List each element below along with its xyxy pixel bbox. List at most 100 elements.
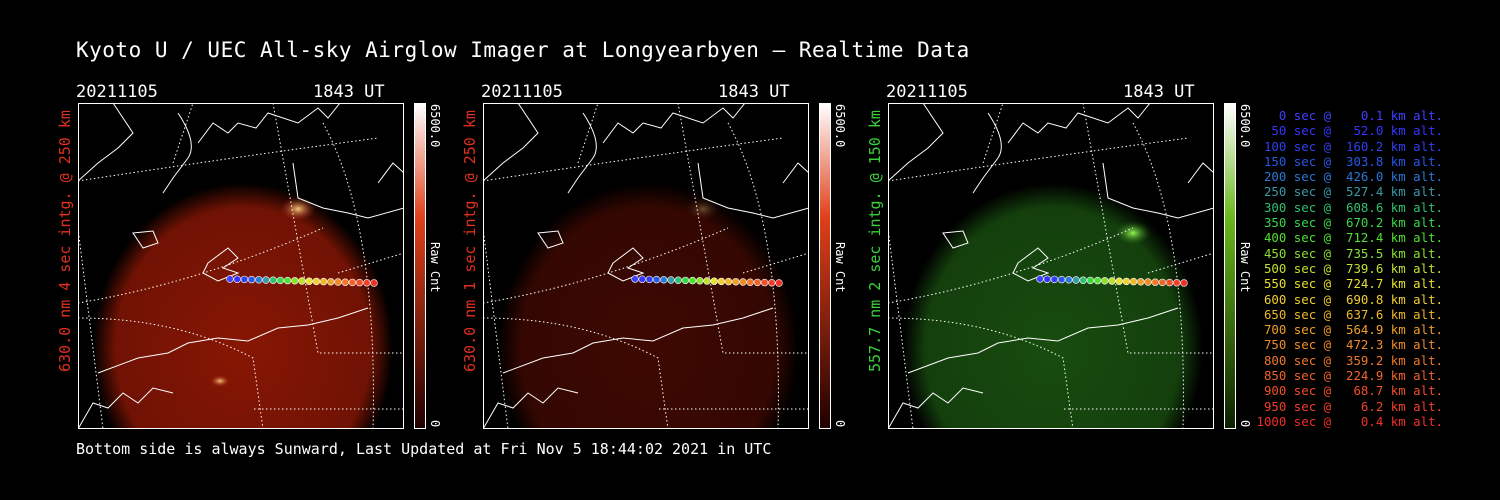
legend-entry: 400 sec @ 712.4 km alt. <box>1256 230 1443 246</box>
trajectory-point <box>631 275 639 283</box>
trajectory-point <box>652 275 661 284</box>
panel-date: 20211105 <box>886 82 968 102</box>
trajectory-point <box>1173 279 1181 287</box>
trajectory-point <box>1108 277 1116 285</box>
trajectory-point <box>645 275 654 284</box>
trajectory-point <box>1057 275 1066 284</box>
colorbar-unit-label: Raw Cnt <box>1238 242 1252 293</box>
legend-entry: 150 sec @ 303.8 km alt. <box>1256 153 1443 169</box>
trajectory-point <box>1101 277 1109 285</box>
legend-entry: 350 sec @ 670.2 km alt. <box>1256 215 1443 231</box>
panel-date: 20211105 <box>481 82 563 102</box>
legend-entry: 950 sec @ 6.2 km alt. <box>1256 398 1443 414</box>
trajectory-point <box>1072 276 1080 284</box>
trajectory-point <box>674 276 682 284</box>
trajectory-point <box>1137 278 1145 286</box>
trajectory-point <box>240 275 249 284</box>
trajectory-point <box>226 275 234 283</box>
colorbar-min-label: 0 <box>1238 420 1252 428</box>
trajectory-point <box>768 279 776 287</box>
legend-entry: 750 sec @ 472.3 km alt. <box>1256 337 1443 353</box>
legend-entry: 800 sec @ 359.2 km alt. <box>1256 352 1443 368</box>
colorbar-max-label: 6500.0 <box>833 104 847 148</box>
panel-side-label: 557.7 nm 2 sec intg. @ 150 km <box>866 110 884 372</box>
colorbar <box>1224 103 1236 429</box>
legend-entry: 900 sec @ 68.7 km alt. <box>1256 383 1443 399</box>
trajectory-point <box>638 275 646 283</box>
trajectory-point <box>746 278 754 286</box>
legend-entry: 650 sec @ 637.6 km alt. <box>1256 306 1443 322</box>
allsky-image <box>482 102 810 500</box>
trajectory-point <box>710 277 718 285</box>
trajectory-point <box>334 278 342 286</box>
trajectory-point <box>312 277 321 286</box>
trajectory-point <box>1093 276 1102 285</box>
legend-entry: 0 sec @ 0.1 km alt. <box>1256 108 1443 123</box>
trajectory-point <box>247 275 256 284</box>
trajectory-point <box>363 279 371 287</box>
panel-side-label: 630.0 nm 1 sec intg. @ 250 km <box>461 110 479 372</box>
trajectory-point <box>1165 278 1174 287</box>
trajectory-point <box>732 278 740 286</box>
legend-entry: 250 sec @ 527.4 km alt. <box>1256 184 1443 200</box>
trajectory-point <box>341 278 349 286</box>
trajectory-point <box>681 276 690 285</box>
trajectory-point <box>760 278 769 287</box>
panel-time: 1843 UT <box>313 82 385 102</box>
colorbar-unit-label: Raw Cnt <box>833 242 847 293</box>
allsky-image <box>887 102 1215 500</box>
trajectory-point <box>1086 276 1095 285</box>
legend-entry: 200 sec @ 426.0 km alt. <box>1256 169 1443 185</box>
trajectory-point <box>1065 276 1073 284</box>
legend-entry: 450 sec @ 735.5 km alt. <box>1256 245 1443 261</box>
colorbar-min-label: 0 <box>428 420 442 428</box>
panel-time: 1843 UT <box>718 82 790 102</box>
panel-side-label: 630.0 nm 4 sec intg. @ 250 km <box>56 110 74 372</box>
panel-time: 1843 UT <box>1123 82 1195 102</box>
trajectory-point <box>327 278 335 286</box>
legend-entry: 600 sec @ 690.8 km alt. <box>1256 291 1443 307</box>
colorbar-max-label: 6500.0 <box>428 104 442 148</box>
trajectory-point <box>1122 277 1131 286</box>
legend-entry: 850 sec @ 224.9 km alt. <box>1256 368 1443 384</box>
trajectory-point <box>370 279 378 287</box>
trajectory-point <box>1115 277 1123 285</box>
trajectory-point <box>1043 275 1051 283</box>
trajectory-point <box>1144 278 1152 286</box>
trajectory-point <box>348 278 357 287</box>
colorbar-max-label: 6500.0 <box>1238 104 1252 148</box>
trajectory-point <box>255 276 263 284</box>
trajectory-point <box>269 276 277 284</box>
colorbar <box>819 103 831 429</box>
allsky-image <box>77 102 405 500</box>
trajectory-point <box>1079 276 1087 284</box>
trajectory-point <box>1129 277 1138 286</box>
trajectory-point <box>305 277 313 285</box>
trajectory-point <box>739 278 747 286</box>
trajectory-point <box>775 279 783 287</box>
trajectory-point <box>262 276 270 284</box>
trajectory-point <box>724 277 733 286</box>
trajectory-point <box>660 276 668 284</box>
trajectory-point <box>355 278 364 287</box>
trajectory-point <box>283 276 292 285</box>
trajectory-point <box>667 276 675 284</box>
trajectory-point <box>233 275 241 283</box>
trajectory-point <box>688 276 697 285</box>
legend-entry: 50 sec @ 52.0 km alt. <box>1256 123 1443 139</box>
trajectory-point <box>703 277 711 285</box>
legend-entry: 700 sec @ 564.9 km alt. <box>1256 322 1443 338</box>
colorbar-unit-label: Raw Cnt <box>428 242 442 293</box>
colorbar-min-label: 0 <box>833 420 847 428</box>
trajectory-point <box>1180 279 1188 287</box>
trajectory-point <box>753 278 762 287</box>
page-title: Kyoto U / UEC All-sky Airglow Imager at … <box>76 38 970 62</box>
legend-entry: 550 sec @ 724.7 km alt. <box>1256 276 1443 292</box>
trajectory-point <box>1036 275 1044 283</box>
trajectory-point <box>1151 278 1159 286</box>
trajectory-legend: 0 sec @ 0.1 km alt. 50 sec @ 52.0 km alt… <box>1257 108 1444 429</box>
trajectory-point <box>298 277 306 285</box>
colorbar <box>414 103 426 429</box>
footer-note: Bottom side is always Sunward, Last Upda… <box>76 440 772 458</box>
trajectory-point <box>276 276 285 285</box>
